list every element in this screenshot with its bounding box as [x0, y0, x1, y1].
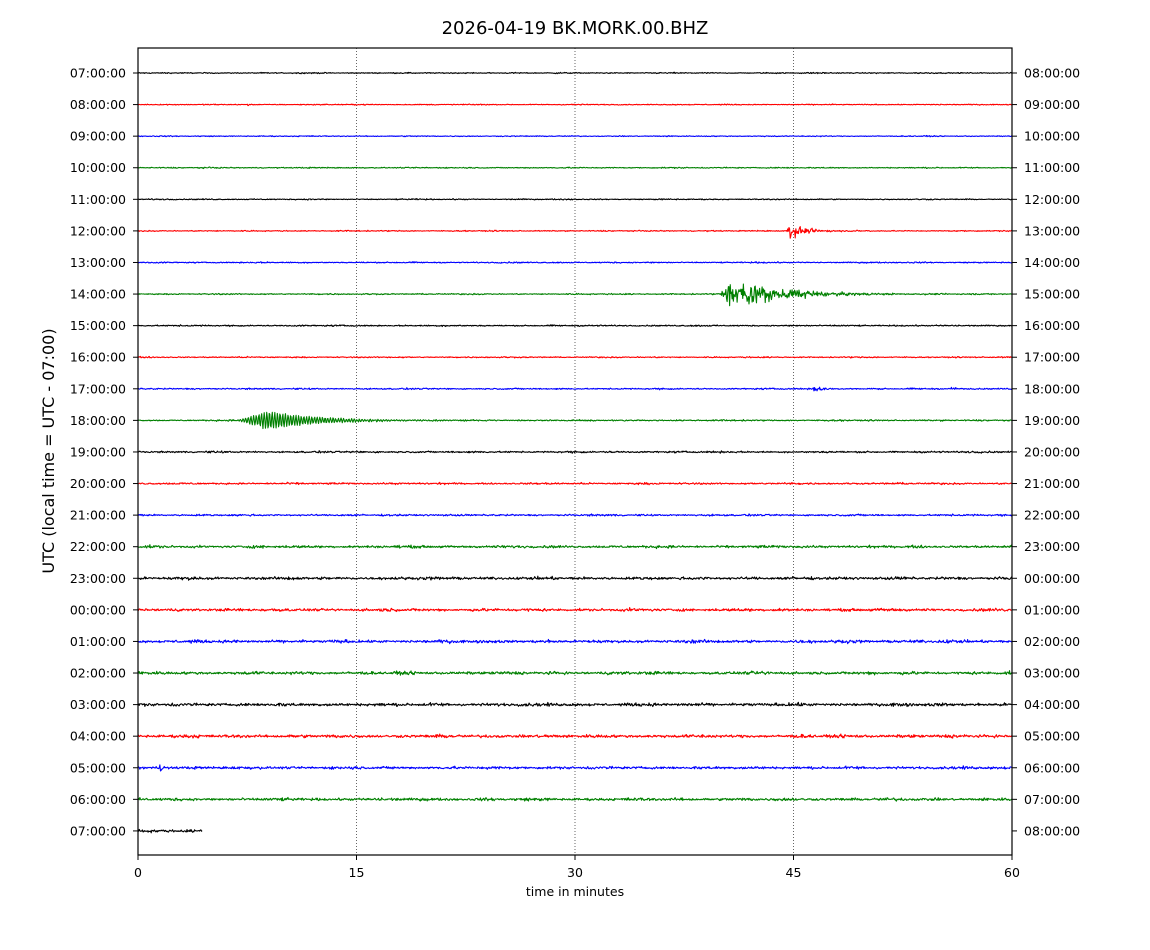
right-tick-label: 15:00:00	[1024, 287, 1080, 302]
chart-title: 2026-04-19 BK.MORK.00.BHZ	[442, 18, 709, 39]
seismic-trace	[137, 226, 1013, 239]
seismic-trace	[137, 513, 1013, 517]
left-tick-label: 04:00:00	[70, 729, 126, 744]
right-tick-label: 23:00:00	[1024, 539, 1080, 554]
right-tick-label: 03:00:00	[1024, 666, 1080, 681]
left-tick-label: 03:00:00	[70, 697, 126, 712]
right-tick-label: 02:00:00	[1024, 634, 1080, 649]
left-tick-label: 11:00:00	[70, 192, 126, 207]
left-tick-label: 06:00:00	[70, 792, 126, 807]
seismic-trace	[137, 134, 1013, 138]
seismic-trace	[137, 481, 1013, 486]
right-tick-label: 07:00:00	[1024, 792, 1080, 807]
left-tick-label: 15:00:00	[70, 318, 126, 333]
left-tick-label: 17:00:00	[70, 381, 126, 396]
x-axis-label: time in minutes	[526, 884, 624, 899]
seismic-trace	[137, 607, 1013, 613]
right-tick-label: 21:00:00	[1024, 476, 1080, 491]
seismic-trace	[137, 324, 1013, 328]
seismic-trace	[137, 283, 1013, 307]
seismic-trace	[137, 575, 1013, 581]
y-axis-label: UTC (local time = UTC - 07:00)	[39, 328, 58, 573]
right-tick-label: 08:00:00	[1024, 66, 1080, 81]
right-tick-label: 14:00:00	[1024, 255, 1080, 270]
right-tick-label: 06:00:00	[1024, 760, 1080, 775]
right-tick-label: 04:00:00	[1024, 697, 1080, 712]
left-tick-label: 16:00:00	[70, 350, 126, 365]
right-tick-label: 20:00:00	[1024, 444, 1080, 459]
left-tick-label: 01:00:00	[70, 634, 126, 649]
left-tick-label: 08:00:00	[70, 97, 126, 112]
left-tick-label: 14:00:00	[70, 287, 126, 302]
right-tick-label: 17:00:00	[1024, 350, 1080, 365]
seismic-trace	[137, 71, 1013, 75]
left-tick-label: 23:00:00	[70, 571, 126, 586]
seismic-trace	[137, 386, 1013, 392]
right-tick-label: 13:00:00	[1024, 223, 1080, 238]
seismic-trace	[137, 450, 1013, 454]
left-tick-label: 05:00:00	[70, 760, 126, 775]
seismic-trace	[137, 261, 1013, 264]
left-tick-label: 02:00:00	[70, 666, 126, 681]
left-tick-label: 19:00:00	[70, 444, 126, 459]
seismic-trace	[137, 764, 1013, 772]
seismic-trace	[137, 166, 1013, 170]
right-tick-label: 11:00:00	[1024, 160, 1080, 175]
right-tick-label: 08:00:00	[1024, 823, 1080, 838]
right-tick-label: 00:00:00	[1024, 571, 1080, 586]
left-y-axis-ticks: 07:00:00 08:00:00 09:00:00 10:00:00 11:00:00…	[70, 66, 138, 838]
left-tick-label: 13:00:00	[70, 255, 126, 270]
seismic-trace	[137, 544, 1013, 550]
right-tick-label: 10:00:00	[1024, 129, 1080, 144]
right-y-axis-ticks: 08:00:00 09:00:00 10:00:00 11:00:00 12:00:00…	[1012, 66, 1080, 838]
left-tick-label: 07:00:00	[70, 823, 126, 838]
left-tick-label: 10:00:00	[70, 160, 126, 175]
left-tick-label: 12:00:00	[70, 223, 126, 238]
right-tick-label: 18:00:00	[1024, 381, 1080, 396]
right-tick-label: 09:00:00	[1024, 97, 1080, 112]
right-tick-label: 01:00:00	[1024, 602, 1080, 617]
left-tick-label: 00:00:00	[70, 602, 126, 617]
left-tick-label: 20:00:00	[70, 476, 126, 491]
left-tick-label: 18:00:00	[70, 413, 126, 428]
seismic-trace	[137, 411, 1013, 430]
seismic-trace	[137, 670, 1013, 676]
seismic-traces	[137, 71, 1013, 834]
seismic-trace	[137, 103, 1013, 107]
x-tick-label: 45	[786, 865, 802, 880]
grid-lines	[356, 48, 794, 855]
x-tick-label: 0	[134, 865, 142, 880]
left-tick-label: 22:00:00	[70, 539, 126, 554]
seismic-trace	[137, 796, 1013, 802]
left-tick-label: 09:00:00	[70, 129, 126, 144]
x-tick-label: 30	[567, 865, 583, 880]
right-tick-label: 16:00:00	[1024, 318, 1080, 333]
left-tick-label: 21:00:00	[70, 508, 126, 523]
x-tick-label: 15	[349, 865, 365, 880]
right-tick-label: 19:00:00	[1024, 413, 1080, 428]
seismic-trace	[137, 638, 1013, 645]
left-tick-label: 07:00:00	[70, 66, 126, 81]
seismic-trace	[137, 355, 1013, 359]
right-tick-label: 05:00:00	[1024, 729, 1080, 744]
seismic-trace	[137, 733, 1013, 739]
right-tick-label: 22:00:00	[1024, 508, 1080, 523]
seismic-trace	[137, 828, 203, 834]
x-tick-label: 60	[1004, 865, 1020, 880]
seismic-trace	[137, 198, 1013, 201]
right-tick-label: 12:00:00	[1024, 192, 1080, 207]
seismic-trace	[137, 701, 1013, 708]
x-axis-ticks: 0 15 30 45 60	[134, 855, 1020, 880]
